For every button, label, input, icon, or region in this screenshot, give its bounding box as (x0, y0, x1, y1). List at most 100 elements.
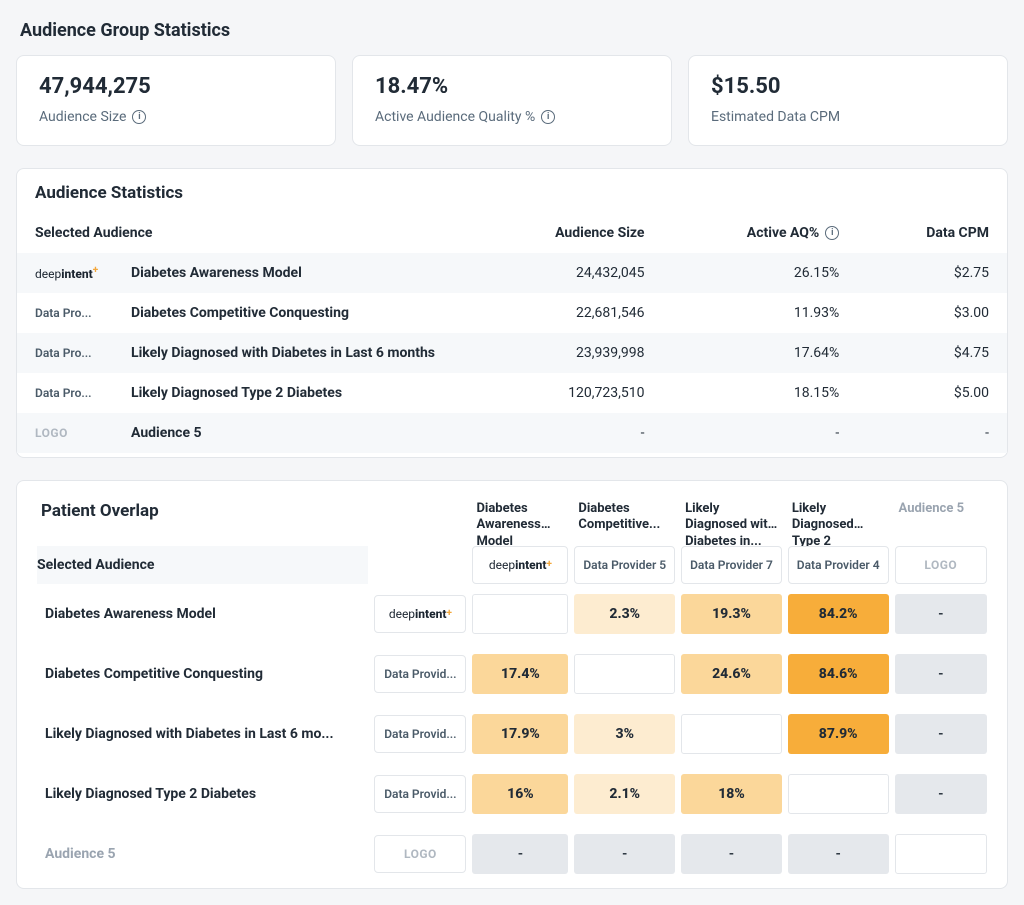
data-cpm-value: - (857, 413, 1007, 453)
active-aq-value: - (663, 413, 858, 453)
card-value: 47,944,275 (39, 74, 313, 99)
overlap-cell: 84.6% (788, 654, 889, 694)
table-row[interactable]: Data Pro...Likely Diagnosed with Diabete… (17, 333, 1007, 373)
overlap-cell: 2.1% (574, 774, 675, 814)
overlap-cell (681, 714, 782, 754)
overlap-cell (574, 654, 675, 694)
active-aq-value: 18.15% (663, 373, 858, 413)
audience-size-value: - (472, 413, 662, 453)
patient-overlap-panel: Patient Overlap Diabetes Awareness Model… (16, 480, 1008, 889)
card-audience-size: 47,944,275 Audience Size i (16, 55, 336, 146)
card-label: Estimated Data CPM (711, 109, 985, 125)
overlap-cell: 24.6% (681, 654, 782, 694)
provider-label: Data Pro... (35, 306, 113, 320)
card-label: Audience Size i (39, 109, 313, 125)
overlap-cell: 84.2% (788, 594, 889, 634)
overlap-column-header: Diabetes Awareness Model (472, 495, 568, 546)
card-value: $15.50 (711, 74, 985, 99)
panel-title-audience-stats: Audience Statistics (17, 183, 1007, 213)
provider-chip: Data Provid... (374, 715, 466, 753)
card-data-cpm: $15.50 Estimated Data CPM (688, 55, 1008, 146)
provider-label: Data Pro... (35, 386, 113, 400)
audience-size-value: 22,681,546 (472, 293, 662, 333)
provider-chip: deepintent+ (472, 546, 568, 584)
overlap-cell: - (895, 714, 987, 754)
col-active-aq[interactable]: Active AQ% i (663, 213, 858, 253)
data-cpm-value: $2.75 (857, 253, 1007, 293)
audience-name: Likely Diagnosed Type 2 Diabetes (131, 385, 342, 401)
data-cpm-value: $4.75 (857, 333, 1007, 373)
audience-name: Audience 5 (131, 425, 202, 441)
audience-size-value: 23,939,998 (472, 333, 662, 373)
audience-size-value: 120,723,510 (472, 373, 662, 413)
overlap-row: Likely Diagnosed Type 2 DiabetesData Pro… (37, 764, 987, 824)
overlap-cell (472, 594, 568, 634)
active-aq-value: 17.64% (663, 333, 858, 373)
provider-chip: Data Provid... (374, 775, 466, 813)
overlap-row-provider: Data Provid... (374, 764, 466, 824)
audience-name: Diabetes Awareness Model (131, 265, 302, 281)
card-active-aq: 18.47% Active Audience Quality % i (352, 55, 672, 146)
audience-stats-panel: Audience Statistics Selected Audience Au… (16, 168, 1008, 458)
active-aq-value: 11.93% (663, 293, 858, 333)
overlap-column-header: Likely Diagnosed with Diabetes in... (681, 495, 782, 546)
audience-size-value: 24,432,045 (472, 253, 662, 293)
overlap-prov-spacer (374, 546, 466, 584)
card-label: Active Audience Quality % i (375, 109, 649, 125)
info-icon[interactable]: i (825, 226, 839, 240)
provider-chip: Data Provider 4 (788, 546, 889, 584)
provider-chip: LOGO (895, 546, 987, 584)
col-data-cpm[interactable]: Data CPM (857, 213, 1007, 253)
overlap-cell: - (895, 594, 987, 634)
table-row[interactable]: Data Pro... Likely Diagnosed Type 2 Diabe… (17, 373, 1007, 413)
info-icon[interactable]: i (541, 110, 555, 124)
card-label-text: Audience Size (39, 109, 126, 125)
info-icon[interactable]: i (132, 110, 146, 124)
card-label-text: Active Audience Quality % (375, 109, 535, 125)
patient-overlap-table: Patient Overlap Diabetes Awareness Model… (31, 495, 993, 884)
summary-cards-row: 47,944,275 Audience Size i 18.47% Active… (16, 55, 1008, 146)
table-row[interactable]: LOGOAudience 5--- (17, 413, 1007, 453)
overlap-title: Patient Overlap (37, 495, 368, 535)
overlap-row-provider: Data Provid... (374, 644, 466, 704)
provider-chip: Data Provider 5 (574, 546, 675, 584)
overlap-column-provider: Data Provider 7 (681, 546, 782, 584)
overlap-row-provider: Data Provid... (374, 704, 466, 764)
overlap-cell: 2.3% (574, 594, 675, 634)
data-cpm-value: $3.00 (857, 293, 1007, 333)
overlap-row: Likely Diagnosed with Diabetes in Last 6… (37, 704, 987, 764)
overlap-cell: 16% (472, 774, 568, 814)
overlap-column-header: Audience 5 (895, 495, 987, 546)
overlap-row-name: Likely Diagnosed Type 2 Diabetes (37, 764, 368, 824)
provider-label: LOGO (35, 426, 113, 440)
overlap-row-provider: deepintent+ (374, 584, 466, 644)
overlap-column-header: Diabetes Competitive... (574, 495, 675, 546)
col-selected-audience[interactable]: Selected Audience (17, 213, 472, 253)
provider-chip: Data Provid... (374, 655, 466, 693)
overlap-row: Diabetes Competitive ConquestingData Pro… (37, 644, 987, 704)
overlap-cell: 18% (681, 774, 782, 814)
overlap-cell: 17.4% (472, 654, 568, 694)
overlap-row-name: Diabetes Competitive Conquesting (37, 644, 368, 704)
overlap-selected-audience-label: Selected Audience (37, 546, 368, 584)
overlap-column-provider: Data Provider 5 (574, 546, 675, 584)
overlap-row-name: Likely Diagnosed with Diabetes in Last 6… (37, 704, 368, 764)
audience-stats-table: Selected Audience Audience Size Active A… (17, 213, 1007, 453)
provider-chip: Data Provider 7 (681, 546, 782, 584)
overlap-cell: 87.9% (788, 714, 889, 754)
overlap-cell: - (895, 654, 987, 694)
overlap-row-name: Diabetes Awareness Model (37, 584, 368, 644)
provider-chip: deepintent+ (374, 595, 466, 633)
table-row[interactable]: Data Pro...Diabetes Competitive Conquest… (17, 293, 1007, 333)
overlap-column-header: Likely Diagnosed Type 2 Diabetes (788, 495, 889, 546)
card-value: 18.47% (375, 74, 649, 99)
table-row[interactable]: deepintent+ Diabetes Awareness Model 24,43… (17, 253, 1007, 293)
overlap-cell: 3% (574, 714, 675, 754)
data-cpm-value: $5.00 (857, 373, 1007, 413)
card-label-text: Estimated Data CPM (711, 109, 840, 125)
provider-label: deepintent+ (35, 265, 113, 281)
overlap-column-provider: Data Provider 4 (788, 546, 889, 584)
col-audience-size[interactable]: Audience Size (472, 213, 662, 253)
provider-label: Data Pro... (35, 346, 113, 360)
active-aq-value: 26.15% (663, 253, 858, 293)
